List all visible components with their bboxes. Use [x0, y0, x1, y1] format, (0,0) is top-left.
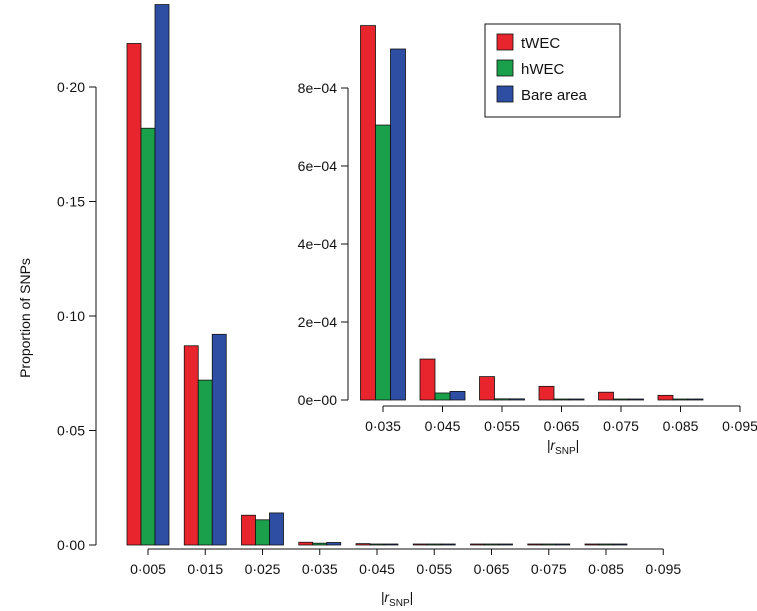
bar-hwec-0 [375, 124, 391, 401]
legend-swatch-twec [496, 33, 514, 51]
x-tick-label: 0·065 [474, 561, 510, 577]
legend-swatch-bare-area [496, 85, 514, 103]
legend: tWEC hWEC Bare area [484, 23, 621, 118]
x-tick-label: 0·015 [187, 561, 223, 577]
bar-hwec-1 [197, 379, 213, 546]
bar-hwec-5 [426, 543, 442, 546]
bar-bare-area-2 [509, 398, 525, 401]
y-tick-label: 0·00 [57, 537, 85, 553]
bar-twec-7 [527, 543, 543, 546]
bar-twec-4 [598, 391, 614, 401]
legend-swatch-hwec [496, 59, 514, 77]
x-axis-title: |rSNP| [381, 589, 414, 609]
bar-twec-3 [298, 541, 314, 546]
bar-hwec-5 [672, 398, 689, 401]
bar-twec-1 [183, 345, 199, 546]
y-tick-label: 0e−00 [298, 392, 338, 408]
x-tick-label: 0·045 [359, 561, 395, 577]
bar-bare-area-3 [326, 542, 342, 546]
bar-bare-area-7 [555, 543, 571, 546]
y-tick-label: 0·10 [57, 308, 85, 324]
x-tick-label: 0·055 [484, 418, 520, 434]
x-axis-title-sub: SNP [389, 598, 410, 609]
x-tick-label: 0·065 [544, 418, 580, 434]
bar-twec-2 [479, 376, 495, 401]
legend-label-bare-area: Bare area [521, 87, 588, 104]
bar-hwec-2 [494, 398, 510, 401]
y-tick-label: 2e−04 [298, 314, 338, 330]
bar-hwec-6 [484, 543, 499, 546]
bar-bare-area-5 [440, 543, 456, 546]
bar-twec-5 [657, 394, 674, 401]
y-tick-label: 0·20 [57, 79, 85, 95]
x-axis-title: |rSNP| [547, 437, 580, 457]
bar-hwec-3 [553, 398, 570, 401]
bar-hwec-3 [312, 542, 328, 546]
bar-twec-0 [360, 25, 376, 401]
x-tick-label: 0·085 [663, 418, 699, 434]
main-plot: 0·00 0·05 0·10 0·15 0·20 0·005 0·015 0·025 0·035… [17, 4, 681, 609]
bar-hwec-8 [598, 543, 614, 546]
bar-bare-area-4 [628, 398, 644, 401]
y-tick-label: 6e−04 [298, 158, 338, 174]
bar-bare-area-2 [269, 512, 284, 546]
legend-label-twec: tWEC [521, 35, 560, 52]
bar-bare-area-8 [612, 543, 628, 546]
inset-plot: 0e−00 2e−04 4e−04 6e−04 8e−04 0·035 0·045 0·055… [298, 25, 757, 457]
bar-twec-4 [355, 543, 371, 546]
bar-hwec-7 [541, 543, 557, 546]
x-tick-label: 0·035 [302, 561, 338, 577]
bar-twec-6 [470, 543, 485, 546]
bar-bare-area-1 [449, 391, 466, 401]
bar-hwec-1 [434, 392, 451, 401]
bar-bare-area-4 [383, 543, 399, 546]
bar-bare-area-0 [154, 4, 170, 546]
x-axis-title-main: |r [547, 437, 557, 453]
x-tick-label: 0·035 [365, 418, 401, 434]
y-tick-label: 0·05 [57, 423, 85, 439]
x-tick-label: 0·085 [588, 561, 624, 577]
bar-twec-5 [412, 543, 428, 546]
x-tick-label: 0·095 [722, 418, 757, 434]
bar-twec-0 [126, 43, 142, 546]
y-axis-title: Proportion of SNPs [17, 258, 33, 378]
bar-bare-area-3 [568, 398, 585, 401]
x-tick-label: 0·005 [130, 561, 166, 577]
bar-twec-2 [241, 514, 256, 546]
bar-twec-3 [538, 385, 555, 401]
y-tick-label: 8e−04 [298, 80, 338, 96]
bar-hwec-4 [369, 543, 385, 546]
bar-twec-1 [419, 358, 436, 401]
x-tick-label: 0·095 [645, 561, 681, 577]
x-axis-title-close: | [576, 437, 580, 453]
bar-bare-area-6 [498, 543, 513, 546]
x-tick-label: 0·045 [425, 418, 461, 434]
x-axis-title-sub: SNP [555, 446, 576, 457]
bar-twec-8 [584, 543, 600, 546]
bar-bare-area-5 [687, 398, 704, 401]
bar-hwec-2 [255, 519, 270, 546]
legend-label-hwec: hWEC [521, 61, 565, 78]
bar-hwec-0 [140, 127, 156, 546]
bar-hwec-4 [613, 398, 629, 401]
x-tick-label: 0·055 [416, 561, 452, 577]
x-tick-label: 0·025 [245, 561, 281, 577]
x-axis-title-main: |r [381, 589, 391, 605]
y-tick-label: 0·15 [57, 194, 85, 210]
x-tick-label: 0·075 [603, 418, 639, 434]
x-axis-title-close: | [410, 589, 414, 605]
bar-bare-area-1 [211, 333, 227, 546]
x-tick-label: 0·075 [531, 561, 567, 577]
y-tick-label: 4e−04 [298, 236, 338, 252]
bar-bare-area-0 [390, 48, 406, 401]
